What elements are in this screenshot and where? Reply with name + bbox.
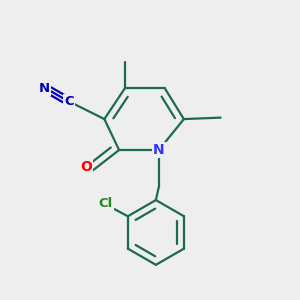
Text: N: N [153, 143, 165, 157]
Text: O: O [80, 160, 92, 174]
Text: C: C [64, 95, 74, 108]
Text: N: N [38, 82, 50, 95]
Text: Cl: Cl [99, 197, 113, 210]
